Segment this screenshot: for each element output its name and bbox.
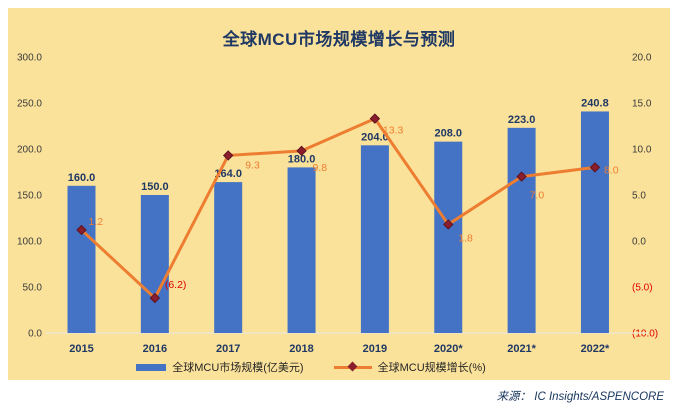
- bar-2020*: [434, 141, 463, 333]
- category-label-2022*: 2022*: [581, 343, 610, 355]
- left-axis-tick: 300.0: [17, 53, 42, 64]
- diamond-marker-icon: [347, 361, 358, 371]
- line-value-2018: 9.8: [313, 162, 328, 174]
- bar-value-2015: 160.0: [68, 172, 96, 184]
- line-marker-2022*: [589, 162, 601, 173]
- growth-line: [80, 117, 597, 300]
- line-value-2020*: 1.8: [458, 232, 473, 244]
- legend-label-growth: 全球MCU规模增长(%): [377, 362, 486, 374]
- mcu-chart: 300.0 250.0 200.0 150.0 100.0 50.0 0.0 20.0 15.0…: [17, 53, 658, 356]
- line-marker-2019: [369, 113, 381, 124]
- left-axis-tick: 150.0: [17, 191, 42, 202]
- chart-title: 全球MCU市场规模增长与预测: [222, 30, 456, 49]
- bar-value-2021*: 223.0: [508, 114, 536, 126]
- bar-2015: [67, 185, 96, 333]
- bar-value-2022*: 240.8: [581, 97, 609, 109]
- line-marker-2015: [76, 224, 87, 236]
- bar-2016: [140, 195, 169, 333]
- chart-legend: 全球MCU市场规模(亿美元) 全球MCU规模增长(%): [0, 359, 642, 375]
- left-axis-tick: 200.0: [17, 145, 42, 156]
- left-axis-tick: 0.0: [28, 329, 42, 340]
- left-axis-tick: 250.0: [17, 99, 42, 110]
- bar-series-swatch: [136, 363, 167, 371]
- line-marker-2017: [222, 150, 234, 161]
- right-axis-tick: 10.0: [632, 145, 652, 156]
- bar-value-2019: 204.0: [361, 131, 389, 143]
- line-value-2019: 13.3: [383, 125, 404, 137]
- bar-2017: [214, 182, 243, 333]
- left-axis-tick: 100.0: [17, 237, 42, 248]
- line-marker-2016: [149, 292, 161, 304]
- left-axis-tick: 50.0: [23, 283, 43, 294]
- legend-label-market-size: 全球MCU市场规模(亿美元): [172, 362, 304, 374]
- legend-item-growth: 全球MCU规模增长(%): [333, 359, 486, 375]
- category-label-2021*: 2021*: [507, 343, 536, 355]
- bar-value-2016: 150.0: [141, 181, 169, 193]
- line-value-2022*: 8.0: [604, 164, 619, 176]
- right-axis-tick: 5.0: [632, 191, 646, 202]
- category-label-2020*: 2020*: [434, 343, 463, 355]
- line-value-2021*: 7.0: [530, 190, 545, 202]
- line-marker-2018: [296, 145, 307, 157]
- right-axis-tick: (5.0): [632, 283, 653, 294]
- category-label-2016: 2016: [143, 343, 167, 355]
- line-series-swatch: [333, 361, 372, 372]
- chart-panel: 300.0 250.0 200.0 150.0 100.0 50.0 0.0 20.0 15.0…: [8, 8, 670, 380]
- category-label-2019: 2019: [363, 343, 387, 355]
- legend-item-market-size: 全球MCU市场规模(亿美元): [136, 359, 304, 375]
- right-axis-tick: 15.0: [632, 99, 652, 110]
- bar-2022*: [580, 111, 609, 334]
- right-axis-tick: 0.0: [632, 237, 646, 248]
- line-value-2015: 1.2: [89, 216, 104, 228]
- line-value-2017: 9.3: [245, 159, 260, 171]
- bar-2018: [287, 167, 316, 333]
- right-axis-tick: 20.0: [632, 53, 652, 64]
- bar-value-2018: 180.0: [288, 153, 316, 165]
- line-marker-2020*: [443, 219, 454, 230]
- bar-2021*: [507, 127, 536, 333]
- line-marker-2021*: [516, 171, 527, 182]
- category-label-2015: 2015: [69, 343, 93, 355]
- line-value-2016: (6.2): [165, 279, 187, 291]
- right-axis-tick: (10.0): [632, 329, 658, 340]
- bar-value-2020*: 208.0: [434, 128, 462, 140]
- category-label-2018: 2018: [289, 343, 313, 355]
- category-label-2017: 2017: [216, 343, 240, 355]
- source-credit: 来源： IC Insights/ASPENCORE: [496, 391, 664, 403]
- bar-2019: [360, 145, 389, 333]
